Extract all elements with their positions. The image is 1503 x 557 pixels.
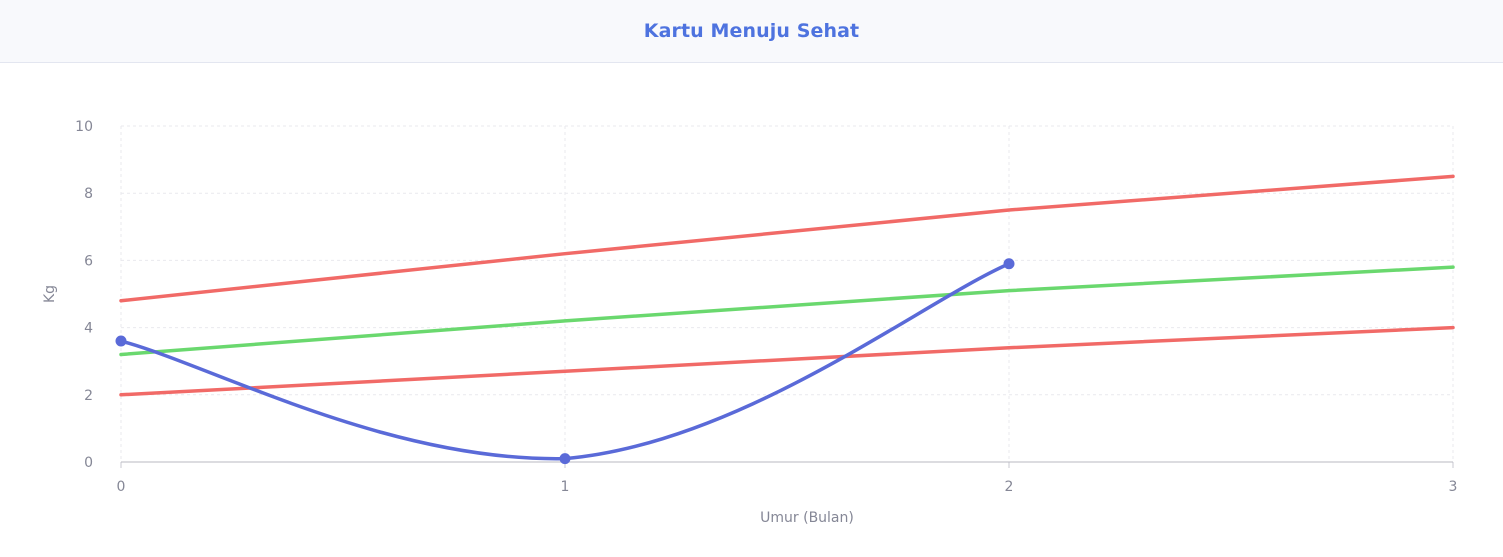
x-tick-label: 2 [1005,479,1014,495]
grid-lines [120,125,1454,462]
y-tick-label: 6 [84,253,93,269]
growth-chart: 0 2 4 6 8 10 0 1 2 3 Umur (Bulan) Kg [42,119,1457,526]
y-tick-label: 10 [75,119,93,135]
x-tick-label: 0 [117,479,126,495]
axes [120,461,1454,468]
series-line-1 [119,265,1455,357]
data-point [559,453,571,465]
y-tick-label: 2 [84,388,93,404]
series-line-0 [119,174,1455,303]
series-line-2 [119,325,1455,397]
y-tick-label: 8 [84,186,93,202]
data-point [115,335,127,347]
y-tick-label: 4 [84,321,93,337]
y-axis-title: Kg [42,285,58,303]
x-axis-title: Umur (Bulan) [760,510,854,526]
axis-labels: 0 2 4 6 8 10 0 1 2 3 Umur (Bulan) Kg [42,119,1457,526]
x-tick-label: 1 [561,479,570,495]
series-lines [119,174,1455,461]
card-header: Kartu Menuju Sehat [0,0,1503,63]
x-tick-label: 3 [1449,479,1458,495]
data-points [115,258,1015,465]
chart-area: 0 2 4 6 8 10 0 1 2 3 Umur (Bulan) Kg [0,64,1503,553]
card-title: Kartu Menuju Sehat [643,20,860,42]
y-tick-label: 0 [84,455,93,471]
data-point [1003,258,1015,270]
